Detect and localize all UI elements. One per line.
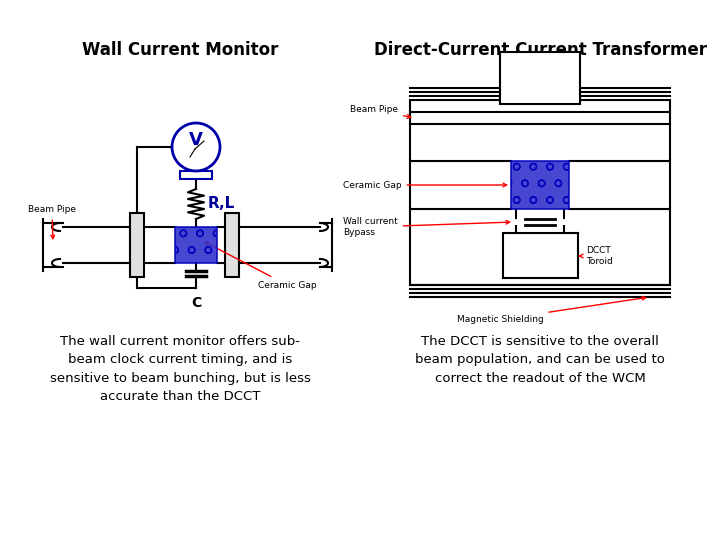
Text: C: C: [191, 296, 201, 310]
Bar: [175, 227, 217, 263]
Text: Magnetic Shielding: Magnetic Shielding: [456, 296, 646, 324]
Text: DCCT
Toroid: DCCT Toroid: [580, 246, 613, 266]
Text: Beam Pipe: Beam Pipe: [350, 105, 410, 118]
Text: Wall current
Bypass: Wall current Bypass: [343, 217, 510, 237]
Text: Wall Current Monitor: Wall Current Monitor: [82, 41, 278, 59]
Bar: [410, 100, 670, 285]
Text: R,L: R,L: [208, 197, 235, 212]
Text: The DCCT is sensitive to the overall
beam population, and can be used to
correct: The DCCT is sensitive to the overall bea…: [415, 335, 665, 385]
Bar: [225, 213, 239, 277]
Text: Direct-Current Current Transformer: Direct-Current Current Transformer: [374, 41, 706, 59]
Text: Ceramic Gap: Ceramic Gap: [343, 180, 507, 190]
Bar: [180, 171, 212, 179]
Text: V: V: [189, 131, 203, 149]
Bar: [500, 52, 580, 104]
Text: The wall current monitor offers sub-
beam clock current timing, and is
sensitive: The wall current monitor offers sub- bea…: [50, 335, 310, 403]
Bar: [503, 233, 578, 278]
Text: Beam Pipe: Beam Pipe: [28, 206, 76, 239]
Text: Ceramic Gap: Ceramic Gap: [204, 242, 317, 289]
Bar: [511, 161, 569, 209]
Bar: [130, 213, 144, 277]
